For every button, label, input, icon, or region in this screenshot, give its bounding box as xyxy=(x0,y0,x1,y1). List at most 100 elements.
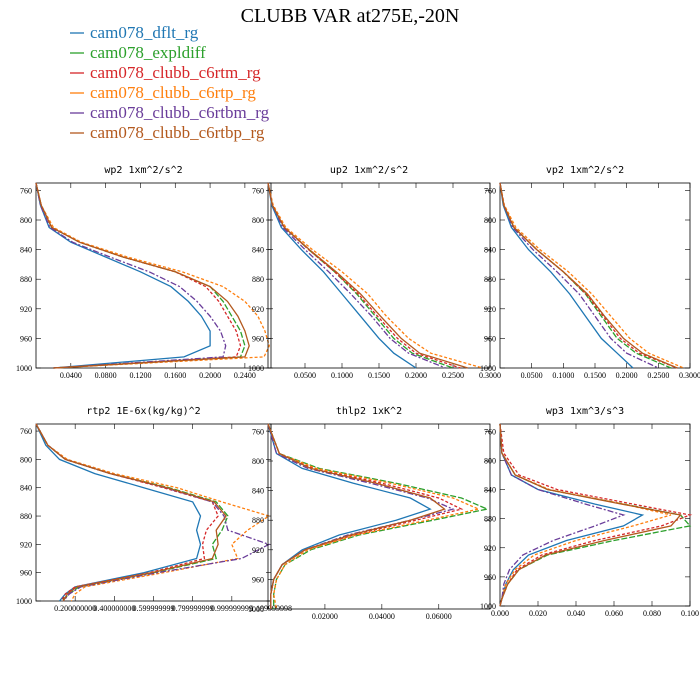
y-tick-label: 1000 xyxy=(248,364,264,373)
y-tick-label: 880 xyxy=(252,275,264,284)
x-tick-label: 0.020 xyxy=(529,609,547,618)
y-tick-label: 760 xyxy=(252,427,264,436)
x-tick-label: 0.2500 xyxy=(647,371,669,380)
y-tick-label: 960 xyxy=(252,575,264,584)
x-tick-label: 0.04000 xyxy=(369,612,395,621)
series-line xyxy=(267,423,432,609)
y-tick-label: 1000 xyxy=(248,605,264,614)
series-line xyxy=(499,423,626,607)
series-line xyxy=(267,182,468,369)
y-tick-label: 760 xyxy=(484,186,496,195)
series-line xyxy=(499,182,678,369)
panel-title: rtp2 1E-6x(kg/kg)^2 xyxy=(86,406,200,417)
y-tick-label: 800 xyxy=(484,216,496,225)
y-tick-label: 960 xyxy=(252,334,264,343)
series-line xyxy=(267,423,464,609)
x-tick-label: 0.2000 xyxy=(199,371,221,380)
y-tick-label: 800 xyxy=(252,216,264,225)
figure-title: CLUBB VAR at275E,-20N xyxy=(241,5,460,27)
y-tick-label: 920 xyxy=(20,305,32,314)
x-tick-label: 0.1000 xyxy=(331,371,353,380)
series-line xyxy=(35,423,202,602)
y-tick-label: 760 xyxy=(20,186,32,195)
series-line xyxy=(267,182,483,369)
y-tick-label: 840 xyxy=(484,486,496,495)
y-tick-label: 760 xyxy=(484,427,496,436)
series-line xyxy=(499,423,693,607)
legend: cam078_dflt_rgcam078_expldiffcam078_club… xyxy=(70,23,270,142)
x-tick-label: 0.060 xyxy=(605,609,623,618)
series-line xyxy=(35,423,271,602)
y-tick-label: 960 xyxy=(20,569,32,578)
chart-panel: vp2 1xm^2/s^2 760 800 840 880 920 960 1000 0.050… xyxy=(480,165,700,380)
series-line xyxy=(35,423,271,602)
x-tick-label: 0.2000 xyxy=(405,371,427,380)
y-tick-label: 880 xyxy=(20,512,32,521)
y-tick-label: 840 xyxy=(20,484,32,493)
y-tick-label: 920 xyxy=(484,544,496,553)
y-tick-label: 840 xyxy=(484,246,496,255)
panel-title: thlp2 1xK^2 xyxy=(336,406,402,417)
y-tick-label: 880 xyxy=(484,515,496,524)
y-tick-label: 1000 xyxy=(16,364,32,373)
series-line xyxy=(499,182,659,369)
series-line xyxy=(499,423,692,607)
x-tick-label: 0.100 xyxy=(681,609,699,618)
chart-panel: up2 1xm^2/s^2 760 800 840 880 920 960 1000 0.050… xyxy=(248,165,501,380)
legend-label: cam078_clubb_c6rtm_rg xyxy=(90,63,261,82)
y-tick-label: 1000 xyxy=(16,597,32,606)
x-tick-label: 0.400000000 xyxy=(93,604,135,613)
series-line xyxy=(35,182,227,369)
series-line xyxy=(499,423,672,607)
series-line xyxy=(267,423,481,610)
series-line xyxy=(267,182,446,369)
y-tick-label: 960 xyxy=(484,573,496,582)
plot-frame xyxy=(35,182,272,369)
panel-title: vp2 1xm^2/s^2 xyxy=(546,165,624,176)
series-line xyxy=(499,182,678,369)
y-tick-label: 760 xyxy=(20,427,32,436)
series-line xyxy=(499,423,682,607)
chart-panel: wp2 1xm^2/s^2 760 800 840 880 920 960 1000 0.040… xyxy=(16,165,272,380)
x-tick-label: 0.080 xyxy=(643,609,661,618)
legend-label: cam078_clubb_c6rtp_rg xyxy=(90,83,256,102)
x-tick-label: 0.0800 xyxy=(95,371,117,380)
y-tick-label: 920 xyxy=(484,305,496,314)
x-tick-label: 0.1500 xyxy=(368,371,390,380)
series-line xyxy=(499,423,645,607)
x-tick-label: 0.799999999 xyxy=(172,604,214,613)
y-tick-label: 1000 xyxy=(480,602,496,611)
x-tick-label: 0.0500 xyxy=(294,371,316,380)
y-tick-label: 840 xyxy=(20,246,32,255)
y-tick-label: 880 xyxy=(484,275,496,284)
plot-frame xyxy=(267,423,491,610)
x-tick-label: 0.06000 xyxy=(426,612,452,621)
legend-label: cam078_clubb_c6rtbp_rg xyxy=(90,123,265,142)
panels: wp2 1xm^2/s^2 760 800 840 880 920 960 1000 0.040… xyxy=(16,165,700,621)
y-tick-label: 960 xyxy=(484,334,496,343)
x-tick-label: 0.999999999 xyxy=(211,604,253,613)
y-tick-label: 800 xyxy=(20,216,32,225)
y-tick-label: 920 xyxy=(252,305,264,314)
plot-frame xyxy=(499,423,691,607)
x-tick-label: 0.3000 xyxy=(479,371,501,380)
x-tick-label: 0.1600 xyxy=(164,371,186,380)
x-tick-label: 0.3000 xyxy=(679,371,700,380)
chart-panel: rtp2 1E-6x(kg/kg)^2 760 800 840 880 920 960 100… xyxy=(16,406,292,613)
y-tick-label: 840 xyxy=(252,487,264,496)
panel-title: wp2 1xm^2/s^2 xyxy=(104,165,182,176)
x-tick-label: 0.2500 xyxy=(442,371,464,380)
series-line xyxy=(267,182,417,369)
panel-title: wp3 1xm^3/s^3 xyxy=(546,406,624,417)
series-line xyxy=(35,182,246,369)
x-tick-label: 0.1000 xyxy=(552,371,574,380)
series-line xyxy=(499,182,684,369)
series-line xyxy=(267,423,490,609)
series-line xyxy=(267,182,461,369)
y-tick-label: 920 xyxy=(20,540,32,549)
series-line xyxy=(35,423,219,602)
series-line xyxy=(35,423,227,602)
x-tick-label: 0.1500 xyxy=(584,371,606,380)
y-tick-label: 920 xyxy=(252,546,264,555)
panel-title: up2 1xm^2/s^2 xyxy=(330,165,408,176)
